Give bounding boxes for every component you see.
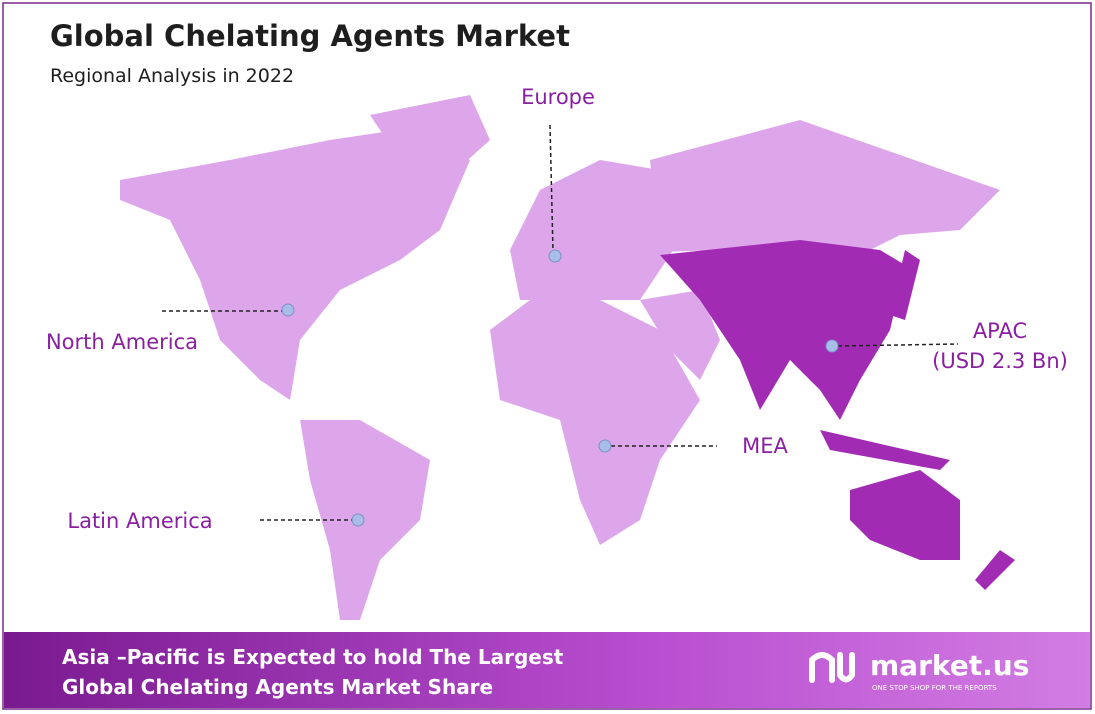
footer-text: Asia –Pacific is Expected to hold The La… — [62, 645, 564, 669]
region-label: MEA — [742, 434, 788, 458]
region-label: North America — [46, 330, 198, 354]
title: Global Chelating Agents Market — [50, 19, 570, 53]
marker — [825, 339, 839, 353]
leader-line — [837, 343, 959, 347]
marker — [351, 513, 365, 527]
region-label: Europe — [521, 85, 595, 109]
region-label: Latin America — [67, 509, 212, 533]
footer-text: Global Chelating Agents Market Share — [62, 675, 493, 699]
marker — [548, 249, 562, 263]
region-value: (USD 2.3 Bn) — [932, 349, 1068, 373]
footer-band — [4, 632, 1090, 708]
region-label: APAC — [973, 319, 1027, 343]
marker — [281, 303, 295, 317]
leader-line — [549, 124, 554, 253]
logo: market.us ONE STOP SHOP FOR THE REPORTS — [809, 649, 1029, 692]
marker — [598, 439, 612, 453]
logo-tagline: ONE STOP SHOP FOR THE REPORTS — [872, 684, 997, 692]
subtitle: Regional Analysis in 2022 — [50, 65, 294, 87]
logo-name: market.us — [870, 649, 1029, 682]
world-map — [120, 95, 1015, 620]
